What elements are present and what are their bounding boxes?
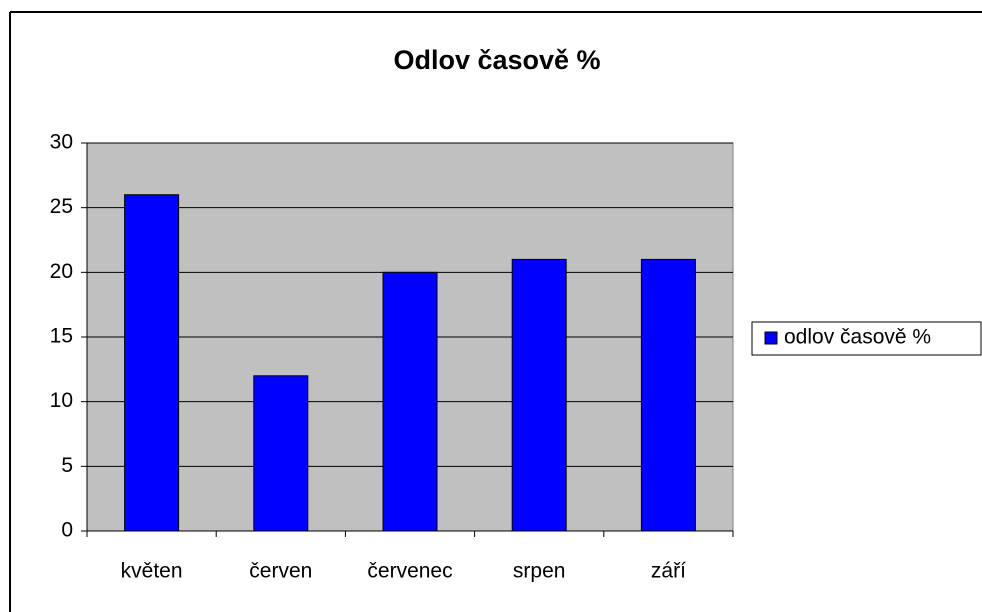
y-tick-label: 25	[50, 195, 73, 218]
y-tick-label: 5	[61, 454, 73, 477]
bar	[382, 271, 438, 532]
x-tick-label: srpen	[513, 560, 566, 583]
y-tick-label: 20	[50, 260, 73, 283]
legend-label: odlov časově %	[784, 326, 931, 349]
y-tick-label: 30	[50, 131, 73, 154]
chart-title: Odlov časově %	[393, 45, 600, 75]
legend-box	[751, 321, 982, 356]
legend-swatch	[764, 331, 778, 345]
bar	[124, 194, 180, 532]
y-tick-label: 10	[50, 389, 73, 412]
y-tick-label: 0	[61, 519, 73, 542]
y-tick-label: 15	[50, 325, 73, 348]
bar	[253, 375, 309, 532]
bar	[640, 258, 696, 532]
x-tick-label: červen	[249, 560, 312, 583]
x-tick-label: červenec	[367, 560, 452, 583]
x-tick-label: květen	[121, 560, 183, 583]
bar	[511, 258, 567, 532]
x-tick-label: září	[651, 560, 686, 583]
